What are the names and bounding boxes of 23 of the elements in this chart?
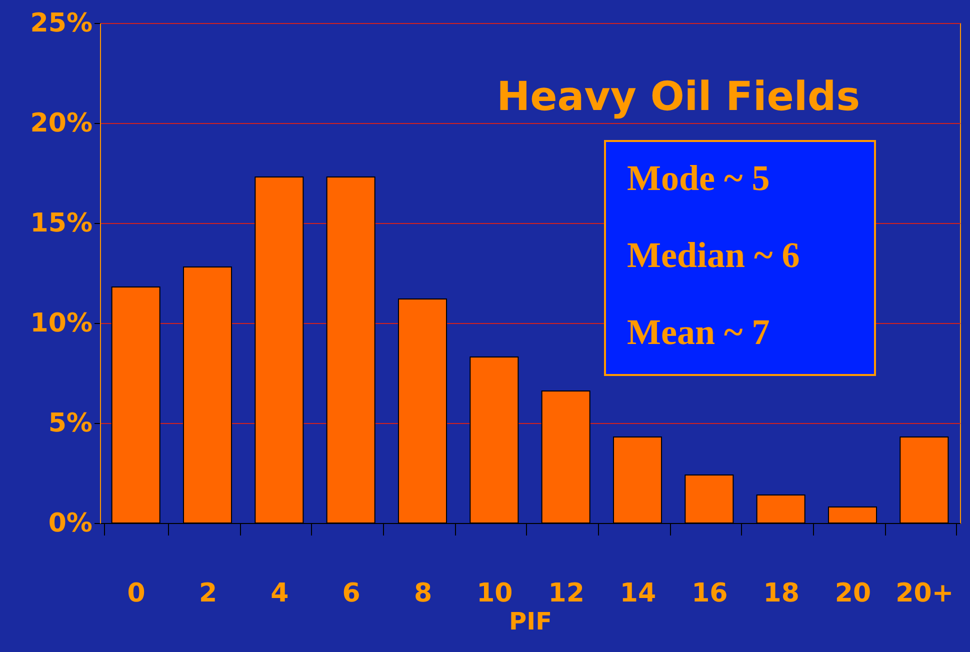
y-tick-label: 20% — [30, 108, 92, 138]
y-tick-label: 5% — [48, 408, 92, 438]
x-tick-label: 8 — [414, 578, 432, 608]
y-tick-label: 15% — [30, 208, 92, 238]
text: Heavy Oil Fields — [496, 74, 860, 120]
x-tick-label: 12 — [548, 578, 584, 608]
y-tick-label: 10% — [30, 308, 92, 338]
x-tick-label: 18 — [763, 578, 800, 608]
annotation: Mean ~ 7 — [627, 312, 770, 352]
y-tick-label: 25% — [30, 8, 92, 38]
x-tick-label: 10 — [476, 578, 513, 608]
x-tick-label: 20 — [834, 578, 872, 608]
x-axis-title: PIF — [509, 608, 552, 636]
x-tick-label: 2 — [198, 578, 218, 608]
x-tick-label: 16 — [692, 578, 728, 608]
y-tick-label: 0% — [48, 508, 92, 538]
annotation: Median ~ 6 — [627, 235, 800, 275]
annotation: Mode ~ 5 — [627, 158, 770, 198]
x-tick-label: 4 — [270, 578, 289, 608]
x-tick-label: 20+ — [896, 578, 954, 608]
x-tick-label: 14 — [620, 578, 656, 608]
x-tick-label: 6 — [342, 578, 360, 608]
x-tick-label: 0 — [127, 578, 146, 608]
